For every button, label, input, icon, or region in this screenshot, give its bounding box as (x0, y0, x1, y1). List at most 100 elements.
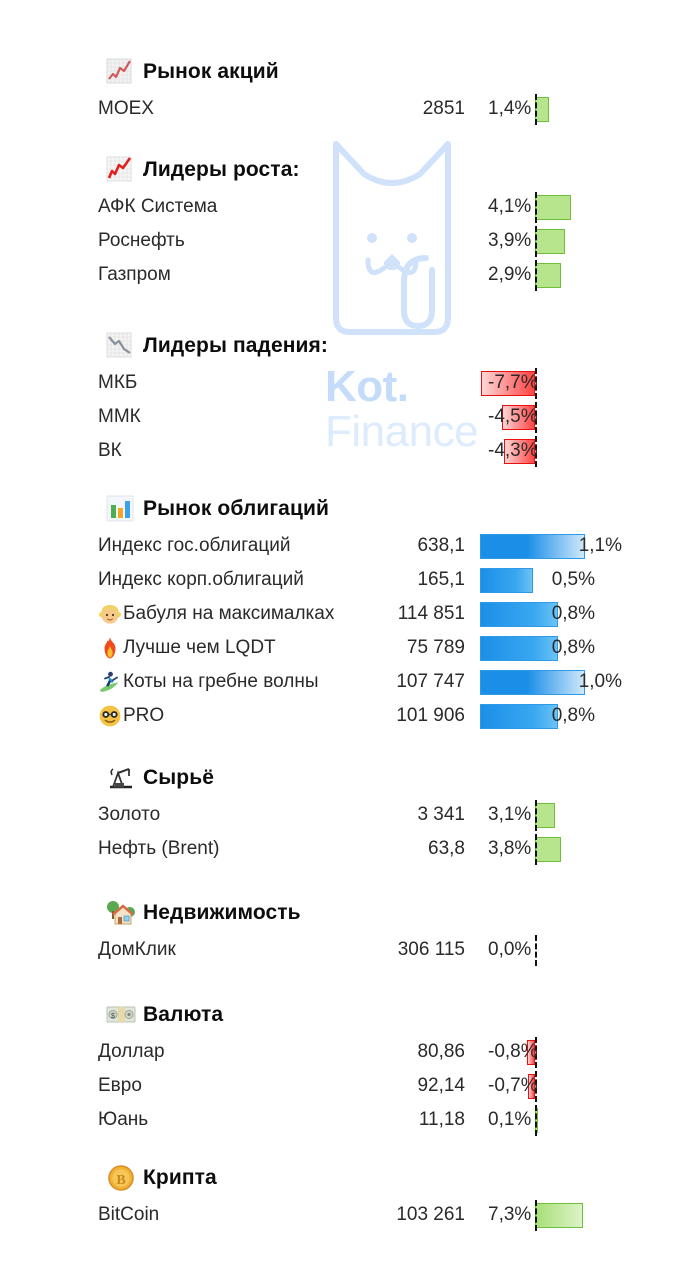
section-header-decline-leaders: Лидеры падения: (0, 326, 700, 366)
section-title: Валюта (143, 1003, 224, 1026)
change-bar (535, 803, 555, 828)
row-value: 165,1 (417, 569, 465, 590)
change-bar (480, 534, 585, 559)
row-label: Доллар (98, 1041, 165, 1062)
section-decline-leaders: Лидеры падения: МКБ -7,7% ММК -4,5% ВК -4,3% (0, 326, 700, 468)
section-title: Лидеры падения: (143, 334, 328, 357)
percent-change-cell: 2,9% (470, 258, 645, 292)
data-row: MOEX 2851 1,4% (0, 92, 700, 126)
percent-change-text: 2,9% (488, 264, 532, 285)
section-header-currency: $ Валюта (0, 995, 700, 1035)
chart-up-red-icon (106, 155, 136, 185)
section-header-commodities: Сырьё (0, 758, 700, 798)
zero-baseline (535, 935, 537, 966)
banknote-icon: $ (106, 1000, 136, 1030)
zero-baseline (535, 1200, 537, 1231)
row-value: 306 115 (397, 939, 465, 960)
data-row: Доллар 80,86 -0,8% (0, 1035, 700, 1069)
row-label: ММК (98, 406, 141, 427)
section-title: Лидеры роста: (143, 158, 300, 181)
house-tree-icon (106, 898, 136, 928)
change-bar (480, 670, 585, 695)
percent-change-cell: -0,8% (470, 1035, 645, 1069)
change-bar (480, 636, 558, 661)
row-value: 114 851 (397, 603, 465, 624)
percent-change-cell: 3,1% (470, 798, 645, 832)
row-value: 2851 (422, 98, 465, 119)
grandma-icon (98, 602, 122, 626)
percent-change-cell: 7,3% (470, 1198, 645, 1232)
section-header-realestate: Недвижимость (0, 893, 700, 933)
row-value: 3 341 (417, 804, 465, 825)
zero-baseline (535, 94, 537, 125)
row-value: 638,1 (417, 535, 465, 556)
percent-change-text: -0,8% (488, 1041, 538, 1062)
data-row: PRO 101 906 0,8% (0, 699, 700, 733)
section-header-stocks: Рынок акций (0, 52, 700, 92)
data-row: Нефть (Brent) 63,8 3,8% (0, 832, 700, 866)
change-bar (535, 1203, 583, 1228)
zero-baseline (535, 192, 537, 223)
data-row: Индекс корп.облигаций 165,1 0,5% (0, 563, 700, 597)
percent-change-cell: 4,1% (470, 190, 645, 224)
data-row: Коты на гребне волны 107 747 1,0% (0, 665, 700, 699)
change-bar (535, 837, 561, 862)
section-growth-leaders: Лидеры роста: АФК Система 4,1% Роснефть 3,9%… (0, 150, 700, 292)
change-bar (535, 97, 549, 122)
percent-change-text: 0,8% (551, 603, 595, 624)
row-label: PRO (123, 705, 165, 726)
section-title: Сырьё (143, 766, 215, 789)
percent-change-cell: 1,1% (470, 529, 645, 563)
percent-change-text: -0,7% (488, 1075, 538, 1096)
row-label: Коты на гребне волны (123, 671, 319, 692)
change-bar (535, 195, 571, 220)
section-crypto: B Крипта BitCoin 103 261 7,3% (0, 1158, 700, 1232)
change-bar (528, 1074, 535, 1099)
percent-change-cell: 0,5% (470, 563, 645, 597)
section-title: Крипта (143, 1166, 217, 1189)
data-row: Евро 92,14 -0,7% (0, 1069, 700, 1103)
section-header-growth-leaders: Лидеры роста: (0, 150, 700, 190)
percent-change-text: 0,1% (488, 1109, 532, 1130)
row-label: Нефть (Brent) (98, 838, 220, 859)
chart-up-icon (106, 57, 136, 87)
percent-change-text: 1,0% (578, 671, 622, 692)
row-value: 75 789 (406, 637, 465, 658)
percent-change-text: 3,1% (488, 804, 532, 825)
section-bonds: Рынок облигаций Индекс гос.облигаций 638,1… (0, 489, 700, 733)
percent-change-text: 0,8% (551, 705, 595, 726)
data-row: Золото 3 341 3,1% (0, 798, 700, 832)
percent-change-text: 3,8% (488, 838, 532, 859)
percent-change-text: 3,9% (488, 230, 532, 251)
data-row: Газпром 2,9% (0, 258, 700, 292)
data-row: Лучше чем LQDT 75 789 0,8% (0, 631, 700, 665)
row-label: Газпром (98, 264, 171, 285)
percent-change-cell: 0,8% (470, 699, 645, 733)
percent-change-text: 0,5% (551, 569, 595, 590)
change-bar (535, 229, 565, 254)
row-value: 107 747 (396, 671, 465, 692)
data-row: ДомКлик 306 115 0,0% (0, 933, 700, 967)
row-label: Лучше чем LQDT (123, 637, 276, 658)
percent-change-cell: -7,7% (470, 366, 645, 400)
section-realestate: Недвижимость ДомКлик 306 115 0,0% (0, 893, 700, 967)
row-label: Евро (98, 1075, 142, 1096)
row-label: Роснефть (98, 230, 185, 251)
section-currency: $ Валюта Доллар 80,86 -0,8% Евро 92,14 -0,7% Юан… (0, 995, 700, 1137)
percent-change-cell: 3,8% (470, 832, 645, 866)
data-row: BitCoin 103 261 7,3% (0, 1198, 700, 1232)
percent-change-cell: 0,8% (470, 597, 645, 631)
chart-down-icon (106, 331, 136, 361)
change-bar (502, 405, 535, 430)
change-bar (480, 704, 558, 729)
fire-icon (98, 636, 122, 660)
percent-change-cell: 0,8% (470, 631, 645, 665)
data-row: АФК Система 4,1% (0, 190, 700, 224)
percent-change-text: 4,1% (488, 196, 532, 217)
row-value: 92,14 (417, 1075, 465, 1096)
percent-change-cell: 0,0% (470, 933, 645, 967)
row-label: ДомКлик (98, 939, 176, 960)
percent-change-text: 0,8% (551, 637, 595, 658)
row-value: 101 906 (396, 705, 465, 726)
